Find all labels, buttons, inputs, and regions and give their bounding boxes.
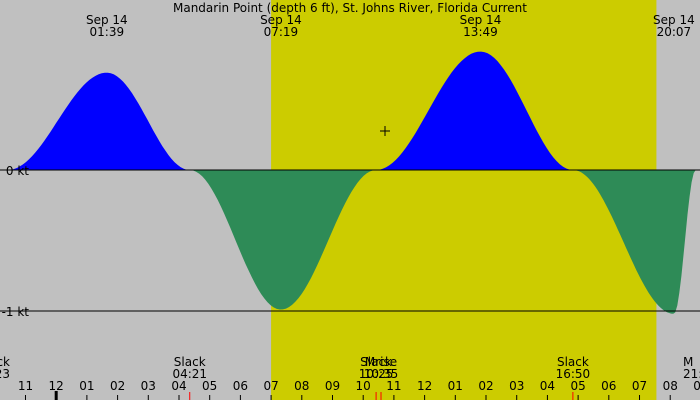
hour-tick-label: 12 [49, 379, 64, 393]
hour-tick-label: 01 [448, 379, 463, 393]
flood-area-2 [376, 51, 573, 170]
extreme-time-label: 07:19 [264, 25, 299, 39]
moonrise-time-label: 10:35 [364, 367, 399, 381]
slack-time-label: 21: [683, 367, 700, 381]
slack-time-label: 04:21 [172, 367, 207, 381]
hour-tick-label: 04 [540, 379, 555, 393]
current-areas [7, 51, 696, 314]
extreme-date-label: Sep 14 [86, 13, 128, 27]
extreme-time-label: 20:07 [657, 25, 692, 39]
y-tick-label: 0 kt [6, 164, 29, 178]
extreme-time-label: 01:39 [90, 25, 125, 39]
hour-tick-label: 12 [417, 379, 432, 393]
hour-tick-label: 02 [478, 379, 493, 393]
slack-label: Slack [557, 355, 589, 369]
hour-tick-label: 06 [601, 379, 616, 393]
hour-tick-label: 08 [663, 379, 678, 393]
ebb-area-1 [189, 170, 377, 310]
hour-tick-label: 08 [294, 379, 309, 393]
hour-axis: 11 12 01 02 03 04 05 06 07 08 09 10 11 12 01 02 03 04 05 06… [18, 379, 700, 400]
hour-tick-label: 05 [202, 379, 217, 393]
slack-time-label: 10:25 [359, 367, 394, 381]
hour-tick-label: 06 [233, 379, 248, 393]
extreme-time-label: 13:49 [463, 25, 498, 39]
crosshair-marker [380, 126, 390, 136]
extreme-date-label: Sep 14 [653, 13, 695, 27]
slack-label: Slack [360, 355, 392, 369]
extreme-date-label: Sep 14 [460, 13, 502, 27]
slack-label: Slack [0, 355, 10, 369]
hour-tick-label: 07 [263, 379, 278, 393]
event-labels: Slack23Slack04:21Slack10:25Slack16:50M21… [0, 355, 700, 400]
hour-tick-label: 03 [509, 379, 524, 393]
hour-tick-label: 11 [18, 379, 33, 393]
hour-tick-label: 10 [356, 379, 371, 393]
y-axis-labels: 0 kt -1 kt [2, 164, 30, 319]
hour-tick-label: 09 [325, 379, 340, 393]
slack-time-label: 16:50 [556, 367, 591, 381]
hour-tick-label: 05 [570, 379, 585, 393]
extreme-date-label: Sep 14 [260, 13, 302, 27]
hour-tick-label: 01 [79, 379, 94, 393]
ebb-area-2 [572, 170, 696, 314]
hour-tick-label: 02 [110, 379, 125, 393]
slack-time-label: 23 [0, 367, 10, 381]
moonrise-label: Mrise [365, 355, 397, 369]
y-tick-label: -1 kt [2, 305, 30, 319]
hour-tick-label: 04 [171, 379, 186, 393]
hour-tick-label: 03 [141, 379, 156, 393]
flood-area-1 [7, 72, 190, 170]
hour-tick-label: 11 [386, 379, 401, 393]
slack-label: M [683, 355, 693, 369]
slack-label: Slack [174, 355, 206, 369]
chart-title: Mandarin Point (depth 6 ft), St. Johns R… [173, 1, 527, 15]
hour-tick-label: 07 [632, 379, 647, 393]
reference-lines [0, 169, 700, 312]
hour-tick-label: 09 [693, 379, 700, 393]
